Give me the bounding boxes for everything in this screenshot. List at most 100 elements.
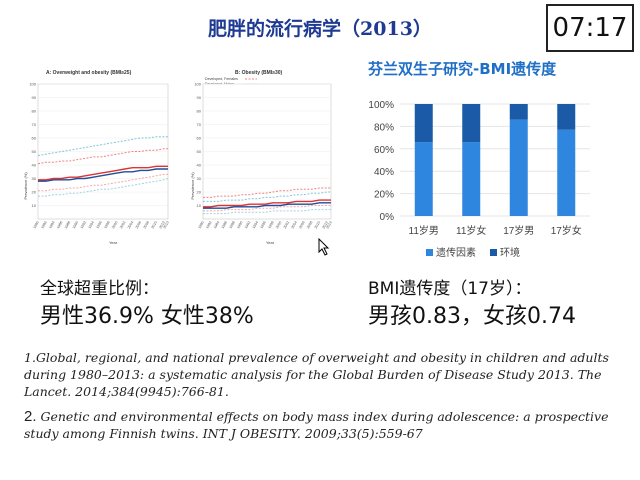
chart-b-title: B: Obesity (BMI≥30) — [235, 70, 283, 76]
chartB-xtick-label: 2004 — [290, 221, 297, 230]
chartA-xtick-label: 1982 — [40, 221, 47, 230]
legend-environment-swatch — [490, 249, 497, 256]
chartB-xtick-label: 2000 — [275, 221, 282, 230]
chartA-series-line-2 — [37, 148, 168, 165]
chartB-xtick-label: 1986 — [221, 221, 228, 230]
chartB-series-line-5 — [203, 205, 331, 212]
legend-genetic-label: 遗传因素 — [436, 246, 476, 259]
chartA-ytick-label: 70 — [32, 122, 37, 127]
chartB-ytick-label: 100 — [194, 82, 201, 87]
chartB-xtick-label: 1988 — [228, 221, 235, 230]
chartB-ytick-label: 10 — [197, 203, 202, 208]
chart-a-title: A: Overweight and obesity (BMI≥25) — [46, 70, 132, 76]
chartB-xtick-label: 1994 — [252, 221, 259, 230]
chart-a-ylabel: Prevalence (%) — [23, 172, 28, 200]
bar-xtick-label: 11岁女 — [456, 224, 486, 237]
chartA-xtick-label: 2012 — [158, 221, 165, 230]
bar-xtick-label: 17岁男 — [503, 224, 534, 237]
bar-genetic — [414, 142, 433, 216]
chartB-ytick-label: 60 — [197, 136, 202, 141]
bar-ytick-label: 80% — [374, 122, 394, 133]
reference-2-text: Genetic and environmental effects on bod… — [24, 409, 609, 441]
bar-ytick-label: 20% — [374, 190, 394, 201]
chartB-series-line-2 — [203, 191, 331, 202]
bar-ytick-label: 40% — [374, 167, 394, 178]
chartA-xtick-label: 1994 — [88, 221, 95, 230]
chartA-ytick-label: 50 — [32, 149, 37, 154]
chartB-xtick-label: 1998 — [267, 221, 274, 230]
legend-environment-label: 环境 — [500, 246, 520, 259]
chartA-xtick-label: 1992 — [80, 221, 87, 230]
bar-genetic — [509, 119, 528, 216]
bar-genetic — [557, 129, 576, 216]
chartA-xtick-label: 2010 — [151, 221, 158, 230]
chartB-xtick-label: 2013 — [325, 221, 332, 230]
chartB-xtick-label: 2010 — [314, 221, 321, 230]
chartB-xtick-label: 1992 — [244, 221, 251, 230]
chartB-xtick-label: 2012 — [322, 221, 329, 230]
chartA-series-line-3 — [38, 165, 168, 181]
chartA-series-line-6 — [38, 178, 169, 197]
reference-1-number: 1. — [24, 350, 36, 365]
chartA-ytick-label: 30 — [32, 176, 37, 181]
chartB-ytick-label: 30 — [197, 176, 202, 181]
slide-title: 肥胖的流行病学（2013） — [208, 18, 432, 40]
chart-b-ylabel: Prevalence (%) — [190, 172, 195, 200]
chartB-series-line-4 — [203, 202, 331, 209]
chartA-xtick-label: 1986 — [56, 221, 63, 230]
chartB-series-line-3 — [203, 199, 331, 208]
bar-chart: 0% 20% 40% 60% 80% 100% 11岁男 11岁女 17岁男 17岁女 遗传因素… — [368, 100, 590, 259]
chartB-ytick-label: 20 — [197, 190, 202, 195]
bmi-heritability-heading: BMI遗传度（17岁）： — [368, 279, 532, 299]
chartB-xtick-label: 1990 — [236, 221, 243, 230]
legend-genetic-swatch — [426, 249, 433, 256]
chartB-ytick-label: 40 — [197, 163, 202, 168]
reference-1-text: Global, regional, and national prevalenc… — [24, 350, 609, 399]
reference-1: 1.Global, regional, and national prevale… — [24, 349, 624, 400]
chart-b-xlabel: Year — [266, 240, 275, 245]
reference-2-number: 2. — [24, 408, 37, 425]
reference-2: 2. Genetic and environmental effects on … — [24, 408, 624, 442]
chartA-xtick-label: 1998 — [103, 221, 110, 230]
chartA-series-line-5 — [38, 173, 168, 192]
chartB-ytick-label: 90 — [197, 95, 202, 100]
chartA-series-line-1 — [37, 136, 168, 157]
bar-ytick-label: 60% — [374, 145, 394, 156]
chartB-xtick-label: 1982 — [205, 221, 212, 230]
chartA-series-line-4 — [38, 168, 168, 182]
chartB-ytick-label: 80 — [197, 109, 202, 114]
chartA-xtick-label: 2013 — [162, 221, 169, 230]
bar-environment — [414, 104, 433, 143]
chartB-xtick-label: 2002 — [283, 221, 290, 230]
chartA-ytick-label: 90 — [32, 95, 37, 100]
chartA-ytick-label: 60 — [32, 136, 37, 141]
bar-genetic — [462, 142, 481, 216]
chartA-xtick-label: 1984 — [48, 221, 55, 230]
chartA-xtick-label: 1990 — [72, 221, 79, 230]
chart-a: A: Overweight and obesity (BMI≥25) Preva… — [23, 70, 170, 245]
chartA-xtick-label: 1988 — [64, 221, 71, 230]
chartB-xtick-label: 1996 — [259, 221, 266, 230]
chartA-xtick-label: 1980 — [32, 221, 39, 230]
chartA-xtick-label: 2002 — [119, 221, 126, 230]
chartB-xtick-label: 2008 — [306, 221, 313, 230]
bar-chart-title: 芬兰双生子研究-BMI遗传度 — [368, 60, 557, 78]
chartB-ytick-label: 70 — [197, 122, 202, 127]
timer-display: 07:17 — [546, 4, 634, 52]
chartB-series-line-6 — [203, 209, 331, 215]
chartA-xtick-label: 2008 — [143, 221, 150, 230]
chartB-xtick-label: 1980 — [197, 221, 204, 230]
bar-xtick-label: 11岁男 — [409, 224, 439, 237]
bar-ytick-label: 0% — [380, 212, 395, 223]
bar-environment — [509, 104, 528, 120]
chartA-xtick-label: 2006 — [135, 221, 142, 230]
bar-ytick-label: 100% — [368, 100, 394, 111]
chartA-ytick-label: 40 — [32, 163, 37, 168]
chartB-xtick-label: 2006 — [298, 221, 305, 230]
chart-b-legend-label: Developed, Females — [205, 77, 238, 81]
global-overweight-values: 男性36.9% 女性38% — [40, 304, 254, 329]
chart-b: B: Obesity (BMI≥30) Prevalence (%) Year … — [190, 70, 333, 245]
global-overweight-heading: 全球超重比例： — [40, 279, 159, 299]
chartB-ytick-label: 50 — [197, 149, 202, 154]
bar-environment — [557, 104, 576, 130]
